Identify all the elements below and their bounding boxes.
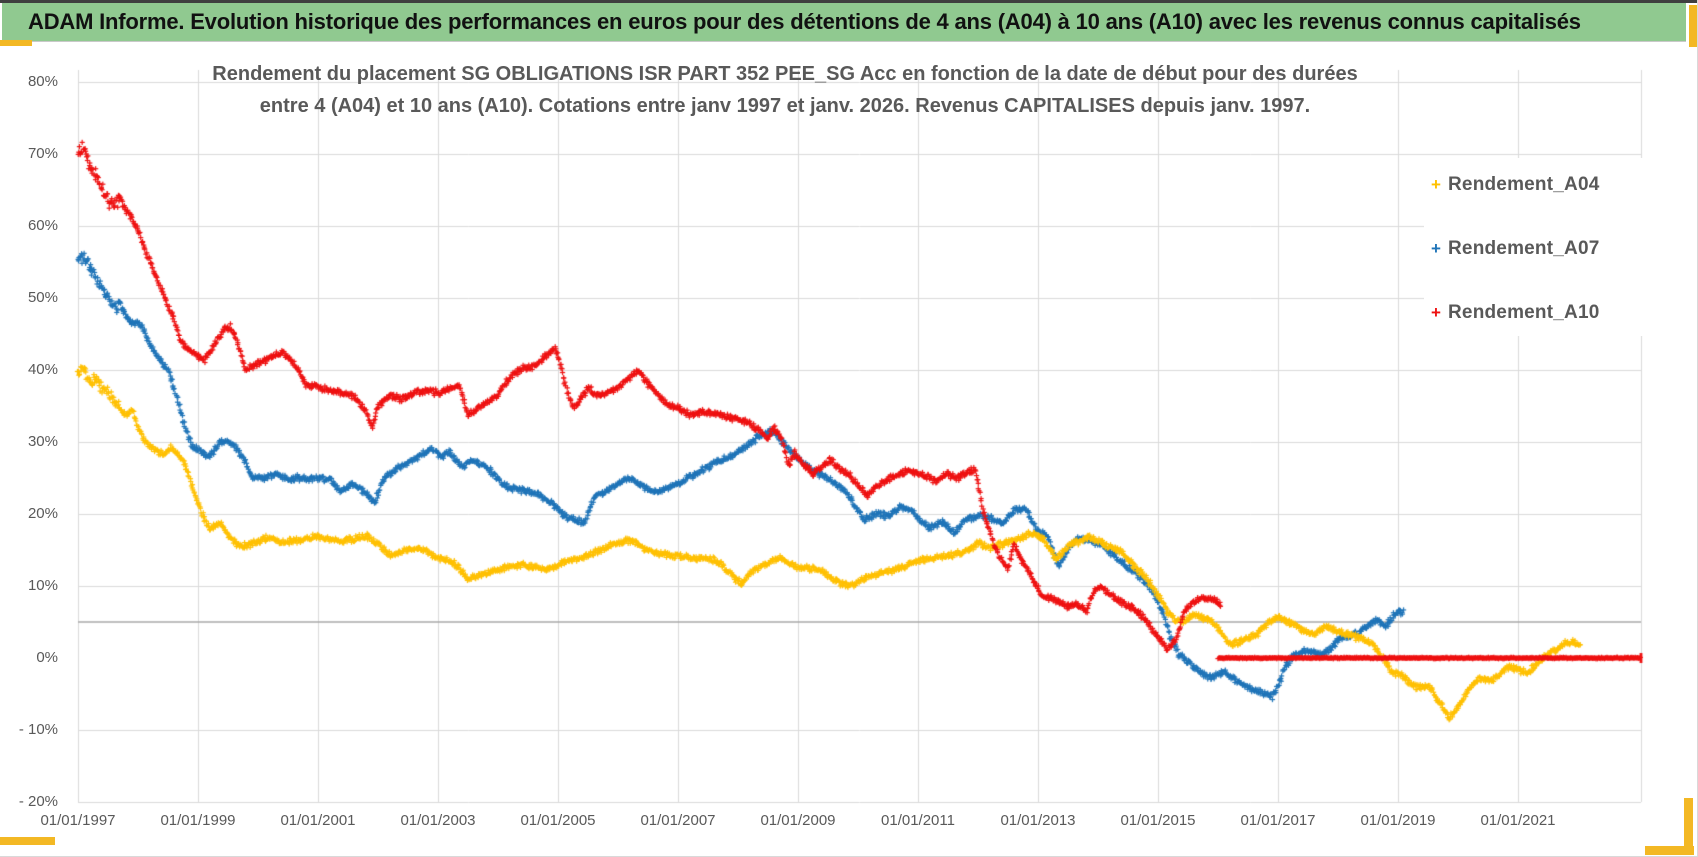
plus-marker-icon: + bbox=[1431, 303, 1441, 322]
legend-label: Rendement_A07 bbox=[1448, 238, 1600, 259]
legend-item-rendement-a07: + Rendement_A07 bbox=[1424, 234, 1654, 264]
x-axis-tick-label: 01/01/2011 bbox=[881, 812, 955, 829]
y-axis-tick-label: 10% bbox=[27, 577, 58, 594]
legend-label: Rendement_A10 bbox=[1448, 302, 1600, 323]
y-axis-tick-label: 50% bbox=[27, 289, 58, 306]
y-axis-tick-label: - 10% bbox=[18, 721, 58, 738]
x-axis-tick-label: 01/01/1999 bbox=[160, 812, 236, 829]
x-axis-tick-label: 01/01/2009 bbox=[760, 812, 836, 829]
legend-item-rendement-a10: + Rendement_A10 bbox=[1424, 298, 1654, 328]
y-axis-tick-label: 80% bbox=[27, 73, 58, 90]
chart-legend: + Rendement_A04 + Rendement_A07 + Rendem… bbox=[1424, 158, 1654, 336]
y-axis-tick-label: 40% bbox=[27, 361, 58, 378]
y-axis-tick-label: 30% bbox=[27, 433, 58, 450]
x-axis-tick-label: 01/01/2013 bbox=[1000, 812, 1076, 829]
x-axis-tick-label: 01/01/2021 bbox=[1480, 812, 1556, 829]
y-axis-tick-label: 0% bbox=[36, 649, 58, 666]
chart-title-line1: Rendement du placement SG OBLIGATIONS IS… bbox=[212, 63, 1358, 85]
y-axis-tick-label: - 20% bbox=[18, 793, 58, 810]
chart-title: Rendement du placement SG OBLIGATIONS IS… bbox=[0, 58, 1570, 122]
x-axis-tick-label: 01/01/1997 bbox=[40, 812, 116, 829]
y-axis-tick-label: 70% bbox=[27, 145, 58, 162]
chart-title-line2: entre 4 (A04) et 10 ans (A10). Cotations… bbox=[259, 95, 1311, 117]
y-axis-tick-label: 20% bbox=[27, 505, 58, 522]
x-axis-tick-label: 01/01/2019 bbox=[1360, 812, 1436, 829]
x-axis-tick-label: 01/01/2005 bbox=[520, 812, 596, 829]
x-axis-tick-label: 01/01/2017 bbox=[1240, 812, 1316, 829]
x-axis-tick-label: 01/01/2015 bbox=[1120, 812, 1196, 829]
x-axis-tick-label: 01/01/2007 bbox=[640, 812, 716, 829]
x-axis-tick-label: 01/01/2003 bbox=[400, 812, 476, 829]
legend-item-rendement-a04: + Rendement_A04 bbox=[1424, 170, 1654, 200]
plus-marker-icon: + bbox=[1431, 175, 1441, 194]
x-axis-tick-label: 01/01/2001 bbox=[280, 812, 356, 829]
plus-marker-icon: + bbox=[1431, 239, 1441, 258]
y-axis-tick-label: 60% bbox=[27, 217, 58, 234]
legend-label: Rendement_A04 bbox=[1448, 174, 1600, 195]
